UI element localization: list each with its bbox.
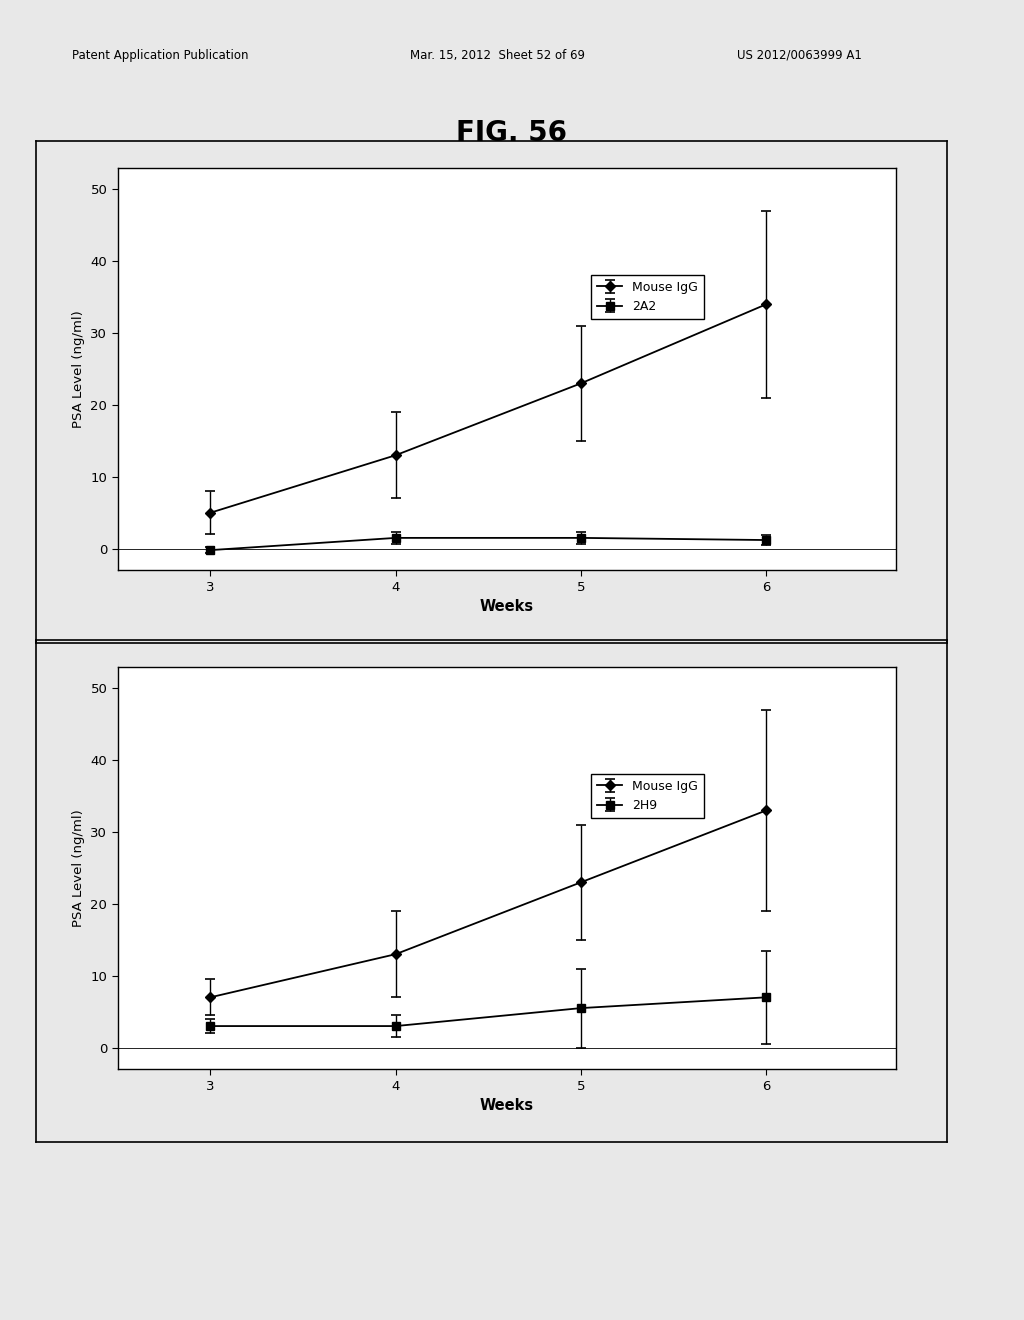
Text: Mar. 15, 2012  Sheet 52 of 69: Mar. 15, 2012 Sheet 52 of 69 [410, 49, 585, 62]
Legend: Mouse IgG, 2H9: Mouse IgG, 2H9 [591, 774, 705, 818]
Text: Patent Application Publication: Patent Application Publication [72, 49, 248, 62]
X-axis label: Weeks: Weeks [480, 599, 534, 614]
X-axis label: Weeks: Weeks [480, 1098, 534, 1113]
Y-axis label: PSA Level (ng/ml): PSA Level (ng/ml) [72, 310, 85, 428]
Text: FIG. 56: FIG. 56 [457, 119, 567, 147]
Legend: Mouse IgG, 2A2: Mouse IgG, 2A2 [591, 275, 705, 319]
Y-axis label: PSA Level (ng/ml): PSA Level (ng/ml) [72, 809, 85, 927]
Text: US 2012/0063999 A1: US 2012/0063999 A1 [737, 49, 862, 62]
